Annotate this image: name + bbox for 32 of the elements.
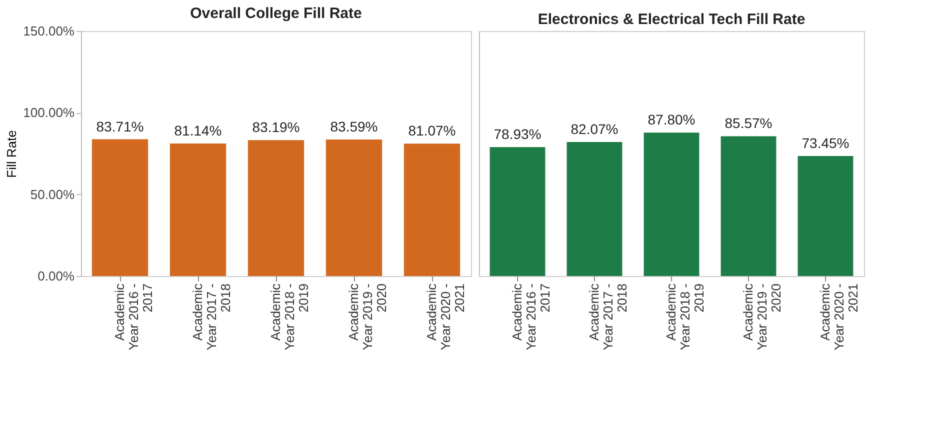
data-label: 83.59% xyxy=(330,118,378,134)
y-tick-label: 0.00% xyxy=(38,268,75,284)
chart-title: Electronics & Electrical Tech Fill Rate xyxy=(538,11,806,28)
bar xyxy=(798,156,854,276)
x-tick-label: Academic Year 2020 - 2021 xyxy=(424,283,467,350)
x-tick-label: Academic Year 2019 - 2020 xyxy=(740,283,784,350)
data-label: 81.07% xyxy=(408,122,456,139)
y-tick-label: 50.00% xyxy=(30,186,75,202)
data-label: 83.71% xyxy=(96,118,144,134)
x-tick-label: Academic Year 2019 - 2020 xyxy=(346,283,389,350)
bar xyxy=(566,142,622,276)
x-tick-label: Academic Year 2018 - 2019 xyxy=(664,283,706,350)
data-label: 82.07% xyxy=(570,120,618,137)
y-tick-label: 100.00% xyxy=(23,105,75,120)
y-axis-title: Fill Rate xyxy=(4,130,20,178)
x-tick-label: Academic Year 2016 - 2017 xyxy=(112,283,155,350)
x-tick-label: Academic Year 2016 - 2017 xyxy=(510,283,552,350)
data-label: 83.19% xyxy=(252,119,300,136)
data-label: 85.57% xyxy=(724,115,772,132)
bar xyxy=(644,132,700,276)
x-tick-label: Academic Year 2017 - 2018 xyxy=(190,283,233,350)
x-tick-label: Academic Year 2018 - 2019 xyxy=(268,283,311,350)
bar xyxy=(720,136,776,276)
data-label: 81.14% xyxy=(174,122,222,138)
data-label: 78.93% xyxy=(494,126,542,142)
y-tick-label: 150.00% xyxy=(23,24,75,38)
chart-title: Overall College Fill Rate xyxy=(190,5,362,22)
x-tick-label: Academic Year 2020 - 2021 xyxy=(818,283,860,350)
data-label: 73.45% xyxy=(802,135,850,152)
bar xyxy=(490,147,546,276)
data-label: 87.80% xyxy=(648,112,696,128)
x-tick-label: Academic Year 2017 - 2018 xyxy=(586,283,630,350)
